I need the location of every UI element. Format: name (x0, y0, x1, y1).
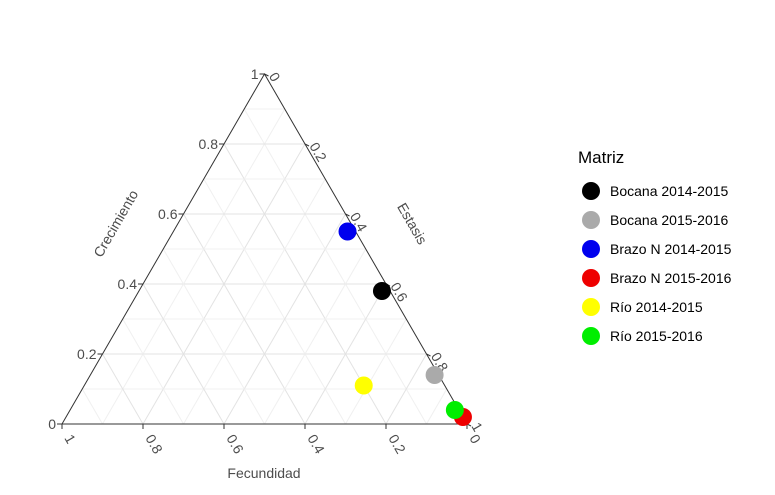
crecimiento-tick-label: 0.6 (158, 206, 178, 222)
data-point (425, 366, 444, 384)
fecundidad-tick-label: 0 (466, 432, 484, 447)
triangle-frame (57, 73, 472, 429)
grid-line (183, 178, 326, 425)
grid-line (426, 388, 448, 425)
fecundidad-tick-label: 0.8 (142, 432, 166, 457)
estasis-ticks: 0 0.2 0.4 0.6 0.8 1 (266, 70, 486, 435)
crecimiento-tick-label: 0.2 (77, 346, 97, 362)
legend-label: Bocana 2015-2016 (610, 211, 729, 228)
grid-line (345, 318, 407, 425)
tick-mark (264, 73, 269, 77)
grid-line (122, 318, 184, 425)
grid-lines (81, 108, 448, 425)
grid-line (203, 178, 346, 425)
tick-mark (426, 353, 431, 357)
grid-line (162, 248, 265, 425)
grid-line (243, 108, 427, 425)
data-points (338, 222, 472, 426)
tick-mark (304, 143, 310, 147)
data-point (354, 376, 373, 395)
fecundidad-tick-label: 0.2 (385, 432, 409, 457)
legend-label: Brazo N 2015-2016 (610, 269, 732, 286)
legend-swatch (582, 239, 600, 258)
fecundidad-tick-label: 0.4 (304, 432, 328, 457)
grid-line (102, 353, 144, 425)
legend-swatch (582, 210, 600, 229)
tick-mark (345, 213, 350, 217)
grid-line (304, 283, 387, 425)
legend-swatch (582, 181, 600, 200)
legend-swatch (582, 268, 600, 287)
grid-line (264, 248, 367, 425)
grid-line (102, 108, 286, 425)
estasis-tick-label: 0.6 (387, 280, 411, 305)
legend-label: Bocana 2014-2015 (610, 182, 729, 199)
crecimiento-tick-label: 0.8 (199, 136, 219, 152)
grid-line (81, 388, 103, 425)
data-point (372, 282, 391, 300)
legend-item: Bocana 2015-2016 (578, 205, 731, 234)
data-point (338, 222, 357, 241)
data-point (445, 401, 464, 419)
legend-label: Río 2014-2015 (610, 298, 703, 315)
fecundidad-tick-label: 0.6 (223, 432, 247, 457)
legend-item: Brazo N 2014-2015 (578, 234, 731, 263)
fecundidad-ticks: 1 0.8 0.6 0.4 0.2 0 (61, 432, 484, 457)
crecimiento-tick-label: 0.4 (118, 276, 138, 292)
crecimiento-axis-title: Crecimiento (90, 187, 141, 260)
legend-label: Río 2015-2016 (610, 327, 703, 344)
grid-line (385, 353, 427, 425)
crecimiento-tick-label: 0 (48, 416, 56, 432)
grid-line (142, 283, 225, 425)
crecimiento-ticks: 0 0.2 0.4 0.6 0.8 1 (48, 66, 259, 432)
fecundidad-tick-label: 1 (61, 432, 79, 447)
legend-item: Bocana 2014-2015 (578, 176, 731, 205)
legend-item: Brazo N 2015-2016 (578, 263, 731, 292)
fecundidad-axis-title: Fecundidad (227, 465, 300, 481)
estasis-tick-label: 0 (266, 70, 284, 85)
estasis-axis-title: Estasis (394, 200, 430, 247)
legend: Matriz Bocana 2014-2015 Bocana 2015-2016… (578, 148, 731, 350)
legend-swatch (582, 297, 600, 316)
crecimiento-tick-label: 1 (251, 66, 259, 82)
legend-item: Río 2015-2016 (578, 321, 731, 350)
legend-swatch (582, 326, 600, 345)
triangle-outline (61, 73, 468, 425)
legend-label: Brazo N 2014-2015 (610, 240, 732, 257)
legend-item: Río 2014-2015 (578, 292, 731, 321)
estasis-tick-label: 0.2 (306, 140, 330, 165)
legend-title: Matriz (578, 148, 625, 167)
